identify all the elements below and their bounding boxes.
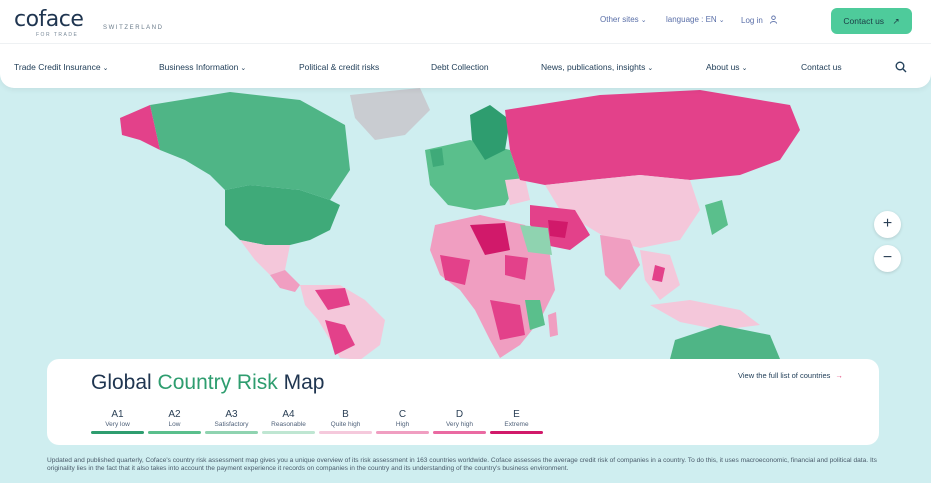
legend-item-c[interactable]: C High: [376, 409, 429, 434]
legend-swatch: [262, 431, 315, 434]
map-description: Updated and published quarterly, Coface'…: [47, 457, 877, 472]
chevron-down-icon: ⌄: [718, 17, 725, 24]
legend-code: B: [342, 409, 349, 420]
legend-code: A3: [225, 409, 238, 420]
language-label: language : EN: [666, 15, 717, 24]
full-list-label: View the full list of countries: [738, 371, 831, 380]
legend-code: A4: [282, 409, 295, 420]
legend-swatch: [376, 431, 429, 434]
logo-tagline: FOR TRADE: [36, 32, 79, 38]
nav-business-information[interactable]: Business Information ⌄: [159, 62, 246, 72]
map-usa: [225, 185, 340, 245]
chevron-down-icon: ⌄: [240, 65, 247, 72]
arrow-up-right-icon: ↗: [892, 16, 900, 26]
map-south-america: [300, 285, 385, 360]
nav-label: Trade Credit Insurance: [14, 62, 101, 72]
legend-item-a1[interactable]: A1 Very low: [91, 409, 144, 434]
search-icon[interactable]: [895, 61, 907, 73]
legend-label: High: [395, 421, 410, 428]
chevron-down-icon: ⌄: [102, 65, 109, 72]
nav-label: About us: [706, 62, 740, 72]
legend-swatch: [490, 431, 543, 434]
nav-debt-collection[interactable]: Debt Collection: [431, 62, 489, 72]
risk-legend: A1 Very low A2 Low A3 Satisfactory A4 Re…: [91, 409, 547, 434]
language-dropdown[interactable]: language : EN ⌄: [666, 15, 725, 24]
nav-label: Business Information: [159, 62, 239, 72]
page-title: Global Country Risk Map: [91, 371, 324, 395]
nav-label: Debt Collection: [431, 62, 489, 72]
legend-item-b[interactable]: B Quite high: [319, 409, 372, 434]
zoom-out-button[interactable]: −: [874, 245, 901, 272]
nav-label: Contact us: [801, 62, 842, 72]
zoom-in-button[interactable]: +: [874, 211, 901, 238]
main-nav: Trade Credit Insurance ⌄ Business Informa…: [0, 44, 931, 88]
chevron-down-icon: ⌄: [647, 65, 654, 72]
nav-contact-us[interactable]: Contact us: [801, 62, 842, 72]
coface-logo[interactable]: coface FOR TRADE: [14, 7, 84, 39]
legend-item-a3[interactable]: A3 Satisfactory: [205, 409, 258, 434]
full-country-list-link[interactable]: View the full list of countries →: [738, 371, 843, 380]
nav-about-us[interactable]: About us ⌄: [706, 62, 747, 72]
top-bar: coface FOR TRADE SWITZERLAND Other sites…: [0, 0, 931, 44]
nav-political-credit-risks[interactable]: Political & credit risks: [299, 62, 379, 72]
login-link[interactable]: Log in: [741, 15, 778, 25]
legend-item-e[interactable]: E Extreme: [490, 409, 543, 434]
nav-label: Political & credit risks: [299, 62, 380, 72]
nav-trade-credit-insurance[interactable]: Trade Credit Insurance ⌄: [14, 62, 109, 72]
map-australia: [670, 325, 780, 359]
nav-news-publications[interactable]: News, publications, insights ⌄: [541, 62, 653, 72]
legend-code: E: [513, 409, 520, 420]
map-europe: [425, 140, 520, 210]
map-russia: [505, 90, 800, 185]
legend-label: Extreme: [504, 421, 529, 428]
plus-icon: +: [882, 215, 893, 232]
legend-item-d[interactable]: D Very high: [433, 409, 486, 434]
legend-swatch: [319, 431, 372, 434]
title-part: Global: [91, 371, 158, 394]
legend-label: Satisfactory: [214, 421, 249, 428]
logo-wordmark: coface: [14, 7, 84, 32]
legend-code: A1: [111, 409, 124, 420]
chevron-down-icon: ⌄: [741, 65, 748, 72]
legend-item-a4[interactable]: A4 Reasonable: [262, 409, 315, 434]
legend-label: Very low: [105, 421, 130, 428]
other-sites-label: Other sites: [600, 15, 639, 24]
legend-item-a2[interactable]: A2 Low: [148, 409, 201, 434]
map-africa: [430, 215, 555, 358]
contact-us-label: Contact us: [843, 16, 885, 26]
other-sites-dropdown[interactable]: Other sites ⌄: [600, 15, 647, 24]
legend-label: Quite high: [330, 421, 361, 428]
map-canada: [150, 92, 350, 200]
title-accent: Country Risk: [157, 371, 278, 394]
legend-swatch: [433, 431, 486, 434]
legend-label: Very high: [445, 421, 474, 428]
risk-map-panel: Global Country Risk Map View the full li…: [47, 359, 879, 445]
chevron-down-icon: ⌄: [640, 17, 647, 24]
nav-label: News, publications, insights: [541, 62, 646, 72]
contact-us-button[interactable]: Contact us ↗: [831, 8, 912, 34]
title-part: Map: [277, 371, 325, 394]
legend-code: D: [455, 409, 464, 420]
legend-swatch: [91, 431, 144, 434]
country-label: SWITZERLAND: [103, 25, 164, 31]
minus-icon: −: [882, 249, 893, 266]
legend-swatch: [148, 431, 201, 434]
site-header: coface FOR TRADE SWITZERLAND Other sites…: [0, 0, 931, 88]
legend-code: A2: [168, 409, 181, 420]
arrow-right-icon: →: [835, 371, 843, 380]
login-label: Log in: [741, 16, 763, 25]
legend-swatch: [205, 431, 258, 434]
legend-code: C: [398, 409, 407, 420]
legend-label: Reasonable: [271, 421, 306, 428]
user-icon: [769, 15, 778, 24]
map-greenland: [350, 88, 430, 140]
legend-label: Low: [168, 421, 181, 428]
